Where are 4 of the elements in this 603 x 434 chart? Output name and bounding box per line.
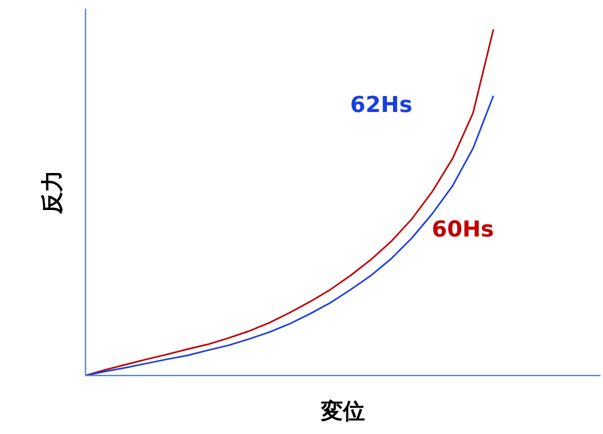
text: 62Hs [350,92,412,118]
series-label: 60Hs [432,218,494,243]
y-axis-title: 反力 [40,170,66,215]
x-axis-title: 変位 [320,398,365,424]
